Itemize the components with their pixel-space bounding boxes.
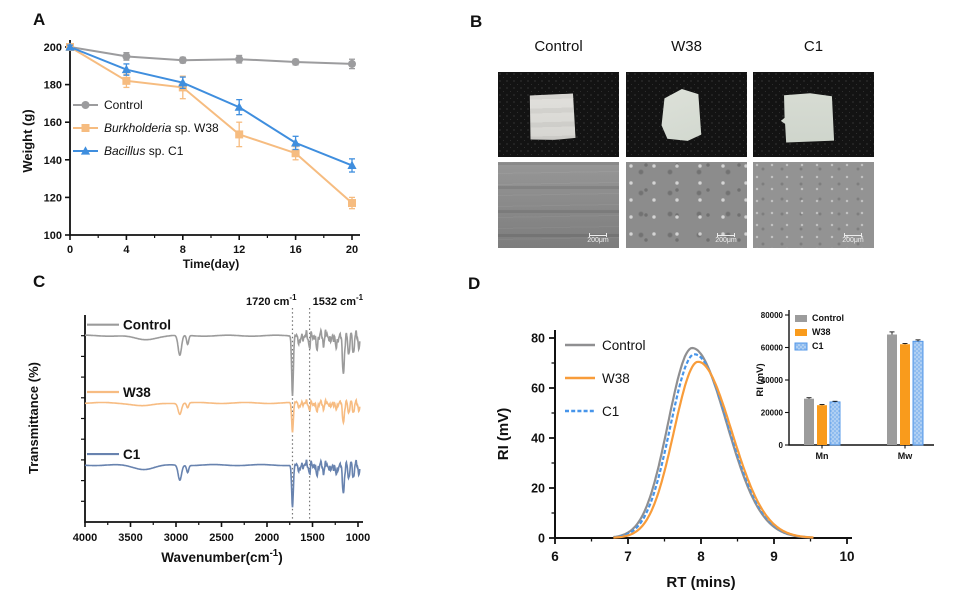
svg-text:20: 20 [346, 244, 358, 256]
scale-bar: 200μm [582, 233, 614, 245]
panel-b-images: Control 200μm W38 200μm [470, 10, 948, 260]
svg-text:Control: Control [104, 98, 143, 112]
svg-text:60: 60 [531, 382, 545, 396]
panel-label-a: A [33, 10, 46, 29]
svg-text:Control: Control [812, 313, 844, 323]
panel-a-weight-loss-chart: 100 120 140 160 180 200 0 4 8 12 16 20 Weight (g) Tim… [20, 40, 360, 271]
svg-text:20000: 20000 [761, 409, 784, 418]
svg-text:Time(day): Time(day) [183, 257, 239, 271]
svg-text:80: 80 [531, 332, 545, 346]
svg-text:80000: 80000 [761, 311, 784, 320]
panel-label-b: B [470, 12, 483, 31]
svg-text:1500: 1500 [300, 532, 324, 544]
column-label-control: Control [534, 38, 583, 55]
control-sem-image: 200μm [498, 162, 619, 248]
svg-text:W38: W38 [812, 327, 831, 337]
svg-text:0: 0 [67, 244, 73, 256]
svg-text:6: 6 [551, 549, 559, 564]
svg-text:40: 40 [531, 432, 545, 446]
svg-text:W38: W38 [123, 385, 151, 400]
svg-text:12: 12 [233, 244, 245, 256]
svg-text:2500: 2500 [209, 532, 233, 544]
svg-text:Wavenumber(cm-1): Wavenumber(cm-1) [161, 548, 282, 565]
scale-bar-line [589, 233, 607, 237]
svg-text:1532 cm-1: 1532 cm-1 [313, 293, 364, 308]
svg-text:4000: 4000 [73, 532, 97, 544]
w38-film-sample [661, 89, 702, 141]
svg-text:3500: 3500 [118, 532, 142, 544]
svg-text:8: 8 [180, 244, 186, 256]
svg-text:C1: C1 [602, 404, 619, 419]
svg-text:7: 7 [624, 549, 632, 564]
svg-text:9: 9 [770, 549, 778, 564]
svg-text:Mw: Mw [898, 451, 913, 461]
control-film-sample [529, 93, 576, 140]
svg-text:0: 0 [779, 441, 784, 450]
svg-text:2000: 2000 [255, 532, 279, 544]
svg-text:100: 100 [44, 230, 62, 242]
svg-text:200: 200 [44, 42, 62, 54]
svg-text:Burkholderia sp. W38: Burkholderia sp. W38 [104, 121, 219, 135]
column-label-c1: C1 [803, 38, 824, 55]
w38-sem-image: 200μm [626, 162, 747, 248]
svg-text:3000: 3000 [164, 532, 188, 544]
svg-text:0: 0 [538, 532, 545, 546]
svg-text:1000: 1000 [346, 532, 370, 544]
svg-text:Control: Control [602, 338, 646, 353]
scale-bar-label: 200μm [715, 237, 737, 244]
scale-bar: 200μm [837, 233, 869, 245]
svg-text:W38: W38 [602, 371, 630, 386]
scale-bar: 200μm [710, 233, 742, 245]
svg-text:C1: C1 [123, 447, 141, 462]
svg-text:16: 16 [289, 244, 301, 256]
panel-c-ftir-chart: 4000 3500 3000 2500 2000 1500 1000 Wavenumber(c… [26, 293, 370, 565]
column-label-w38: W38 [671, 38, 702, 55]
control-film-photo [498, 72, 619, 157]
svg-text:C1: C1 [812, 341, 824, 351]
svg-text:Mn: Mn [816, 451, 829, 461]
svg-text:Transmittance (%): Transmittance (%) [26, 362, 41, 474]
scale-bar-label: 200μm [842, 237, 864, 244]
c1-film-photo [753, 72, 874, 157]
panel-label-d: D [468, 274, 481, 293]
svg-text:Weight (g): Weight (g) [20, 109, 35, 172]
scale-bar-line [717, 233, 735, 237]
svg-text:Control: Control [123, 318, 171, 333]
svg-text:180: 180 [44, 80, 62, 92]
svg-text:RT (mins): RT (mins) [666, 574, 735, 591]
svg-text:160: 160 [44, 117, 62, 129]
c1-sem-image: 200μm [753, 162, 874, 248]
scale-bar-label: 200μm [587, 237, 609, 244]
svg-text:60000: 60000 [761, 344, 784, 353]
svg-text:140: 140 [44, 155, 62, 167]
svg-text:8: 8 [697, 549, 705, 564]
svg-text:1720 cm-1: 1720 cm-1 [246, 293, 297, 308]
panel-d-gpc-chart: 0 20 40 60 80 6 7 8 9 10 RT (mins) RI (mV) Control W3… [495, 310, 934, 591]
w38-film-photo [626, 72, 747, 157]
svg-text:RI (mV): RI (mV) [495, 408, 512, 461]
svg-text:10: 10 [839, 549, 854, 564]
scale-bar-line [844, 233, 862, 237]
svg-text:40000: 40000 [761, 376, 784, 385]
svg-text:RI (mV): RI (mV) [755, 363, 766, 396]
c1-film-sample [780, 93, 835, 143]
svg-text:4: 4 [123, 244, 130, 256]
panel-label-c: C [33, 272, 46, 291]
svg-text:20: 20 [531, 482, 545, 496]
svg-text:120: 120 [44, 192, 62, 204]
svg-text:Bacillus sp. C1: Bacillus sp. C1 [104, 144, 184, 158]
